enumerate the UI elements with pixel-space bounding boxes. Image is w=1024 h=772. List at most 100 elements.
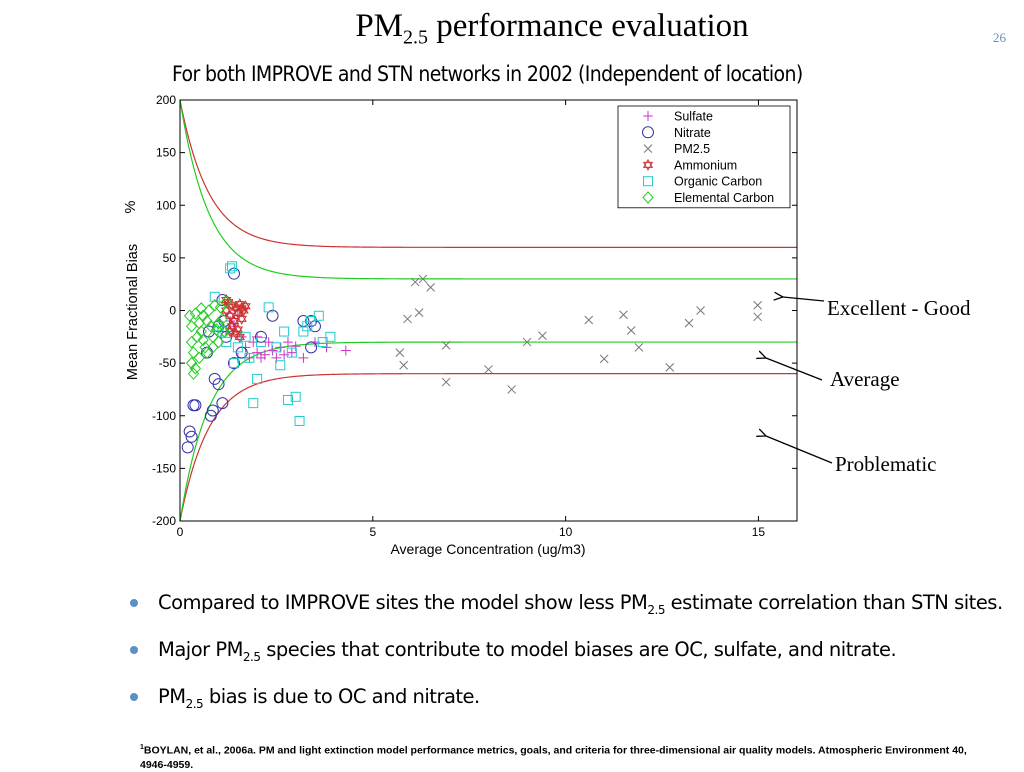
legend-label-organic-carbon: Organic Carbon [674, 175, 762, 189]
slide-title: PM2.5 performance evaluation [355, 8, 749, 49]
annotation-excellent-good: Excellent - Good [827, 296, 971, 320]
point-sulfate [282, 337, 293, 348]
y-tick-label: -200 [152, 514, 176, 528]
point-sulfate [298, 352, 309, 363]
point-organic-carbon [240, 331, 251, 342]
point-pm2-5 [414, 308, 424, 317]
point-organic-carbon [227, 261, 238, 272]
point-sulfate [340, 345, 351, 356]
y-tick-label: -50 [159, 356, 177, 370]
point-organic-carbon [302, 321, 313, 332]
point-sulfate [259, 349, 270, 360]
series-organic-carbon [209, 261, 336, 427]
x-tick-label: 5 [369, 525, 376, 539]
point-organic-carbon [255, 337, 266, 348]
chart-legend: Sulfate Nitrate PM2.5 Ammonium Organic Carbo… [617, 105, 791, 209]
point-organic-carbon [225, 263, 236, 274]
legend-label-elemental-carbon: Elemental Carbon [674, 191, 774, 205]
point-elemental-carbon [212, 335, 225, 349]
annotation-problematic: Problematic [835, 452, 937, 476]
point-nitrate [266, 309, 279, 322]
point-organic-carbon [232, 342, 243, 353]
x-tick-label: 10 [559, 525, 573, 539]
point-nitrate [204, 409, 217, 422]
point-elemental-carbon [203, 304, 215, 317]
goal-curve-upper [180, 100, 797, 280]
legend-marker-sulfate [643, 111, 653, 121]
point-nitrate [254, 330, 267, 343]
point-elemental-carbon [207, 341, 219, 354]
criteria-curve-lower [180, 373, 797, 521]
point-ammonium [240, 300, 251, 313]
point-sulfate [244, 352, 255, 363]
bullet-dot-icon [130, 599, 138, 607]
point-organic-carbon [298, 326, 309, 337]
point-sulfate [290, 341, 301, 352]
y-tick-label: 150 [156, 146, 176, 160]
point-elemental-carbon [197, 333, 209, 347]
point-pm2-5 [395, 348, 405, 357]
point-organic-carbon [248, 398, 259, 409]
x-axis-label: Average Concentration (ug/m3) [390, 541, 585, 557]
legend-marker-ammonium [642, 158, 654, 171]
point-pm2-5 [626, 326, 636, 335]
mfb-scatter-chart: 0 5 10 15 200 150 100 50 0 -50 -100 -150 -200 Averag… [123, 93, 833, 557]
annotation-arrow [783, 297, 825, 302]
slide-subtitle: For both IMPROVE and STN networks in 200… [172, 62, 803, 86]
point-nitrate [297, 315, 310, 328]
y-axis-label: Mean Fractional Bias [125, 244, 141, 380]
point-elemental-carbon [209, 298, 221, 312]
point-pm2-5 [399, 360, 409, 370]
point-nitrate [206, 404, 219, 417]
point-nitrate [185, 430, 198, 443]
y-tick-label: 100 [156, 198, 176, 212]
point-sulfate [321, 342, 332, 353]
bullet-item: Compared to IMPROVE sites the model show… [130, 588, 1020, 625]
point-elemental-carbon [183, 309, 196, 323]
legend-label-ammonium: Ammonium [674, 158, 737, 172]
point-elemental-carbon [193, 351, 205, 365]
point-organic-carbon [209, 291, 220, 302]
point-organic-carbon [279, 326, 290, 337]
legend-box [617, 105, 791, 209]
point-pm2-5 [426, 282, 436, 292]
annotation-average: Average [830, 367, 900, 391]
legend-label-nitrate: Nitrate [674, 126, 711, 140]
point-organic-carbon [306, 316, 317, 327]
point-organic-carbon [275, 360, 286, 371]
point-nitrate [235, 346, 248, 359]
bullet-dot-icon [130, 692, 138, 701]
point-pm2-5 [599, 354, 609, 364]
point-organic-carbon [252, 373, 263, 384]
annotation-arrow [766, 358, 823, 381]
point-pm2-5 [507, 385, 516, 394]
y-tick-label: 200 [156, 93, 176, 107]
point-organic-carbon [221, 337, 232, 348]
point-organic-carbon [294, 416, 305, 427]
legend-marker-organic-carbon [643, 176, 653, 187]
point-organic-carbon [217, 326, 228, 337]
point-pm2-5 [522, 337, 532, 347]
x-tick-label: 15 [752, 525, 766, 539]
point-ammonium [236, 312, 247, 325]
point-elemental-carbon [191, 330, 204, 344]
point-organic-carbon [282, 394, 293, 405]
point-organic-carbon [244, 352, 255, 363]
point-ammonium [232, 323, 244, 336]
page-number: 26 [993, 30, 1006, 45]
point-nitrate [189, 399, 202, 412]
point-organic-carbon [286, 347, 297, 358]
bullet-list: Compared to IMPROVE sites the model show… [130, 588, 1020, 729]
point-elemental-carbon [201, 314, 213, 328]
y-tick-label: -100 [152, 409, 176, 423]
point-elemental-carbon [185, 356, 198, 370]
point-pm2-5 [665, 362, 675, 372]
y-tick-label: 50 [163, 251, 177, 265]
point-nitrate [216, 397, 229, 410]
point-sulfate [236, 331, 247, 342]
bullet-dot-icon [130, 645, 138, 654]
point-nitrate [305, 341, 318, 354]
point-nitrate [202, 325, 215, 338]
series-elemental-carbon [183, 295, 232, 380]
legend-label-pm2-5: PM2.5 [674, 142, 710, 156]
